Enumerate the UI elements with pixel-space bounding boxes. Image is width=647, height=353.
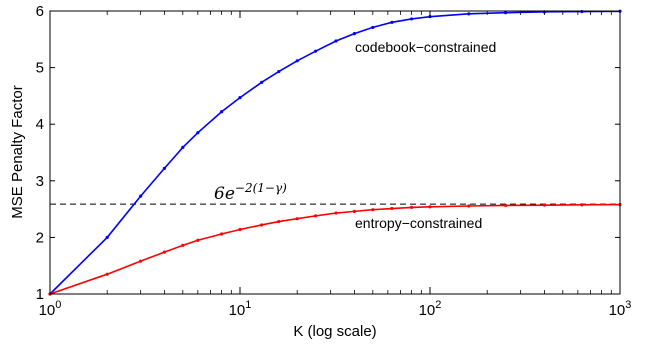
y-tick-label: 4 xyxy=(36,116,44,133)
x-tick-label: 100 xyxy=(39,299,62,319)
series-0-point xyxy=(196,131,200,135)
series-0-point xyxy=(260,80,264,84)
series-0-point xyxy=(352,32,356,36)
x-axis-label: K (log scale) xyxy=(293,323,376,340)
reference-line-layer: 6e−2(1−γ) xyxy=(50,181,620,205)
series-1-point xyxy=(181,243,185,247)
series-0-point xyxy=(504,11,508,15)
plot-area xyxy=(50,11,620,294)
series-1-point xyxy=(371,208,375,212)
plot-frame xyxy=(49,10,621,295)
series-1-point xyxy=(295,217,299,221)
series-1-point xyxy=(277,219,281,224)
series-0-point xyxy=(580,9,584,14)
series-0-point xyxy=(334,39,338,43)
series-1-point xyxy=(504,203,508,208)
series-1-point xyxy=(139,259,143,263)
series-1-point xyxy=(352,209,356,213)
y-tick-label: 6 xyxy=(36,3,44,20)
series-0-point xyxy=(467,12,471,16)
y-tick-label: 2 xyxy=(36,229,44,246)
series-0-point xyxy=(105,235,109,239)
series-1-point xyxy=(162,250,166,254)
series-0-point xyxy=(371,25,375,30)
y-tick-label: 1 xyxy=(36,286,44,303)
series-1-point xyxy=(467,204,471,208)
series-label-layer: codebook−constrained entropy−constrained xyxy=(355,39,496,231)
series-0-point xyxy=(139,194,143,198)
series-0-point xyxy=(238,95,242,100)
x-tick-label: 103 xyxy=(609,299,632,319)
series-1-point xyxy=(219,232,224,236)
series-0-point xyxy=(409,17,414,21)
series-1-point xyxy=(260,223,264,227)
x-tick-label: 101 xyxy=(229,299,252,319)
series-0-point xyxy=(181,145,185,150)
series-0-point xyxy=(390,20,394,24)
series-1-point xyxy=(334,211,338,215)
series-1-point xyxy=(428,205,432,209)
tick-layer: 1 2 3 4 5 6 100 101 102 103 xyxy=(36,3,632,319)
series-1-point xyxy=(196,238,200,242)
series-1-point xyxy=(105,272,109,276)
series-0-point xyxy=(314,49,318,53)
series-1-point xyxy=(580,203,584,207)
series-1-point xyxy=(238,227,242,232)
y-axis-label: MSE Penalty Factor xyxy=(9,85,26,218)
reference-line-label: 6e−2(1−γ) xyxy=(214,181,287,204)
series-0-point xyxy=(295,59,299,63)
y-tick-label: 3 xyxy=(36,173,44,190)
series-0-point xyxy=(219,110,224,114)
series-1-point xyxy=(409,205,414,210)
y-tick-label: 5 xyxy=(36,60,44,77)
series-label-entropy: entropy−constrained xyxy=(355,215,482,231)
series-label-codebook: codebook−constrained xyxy=(355,39,496,55)
series-1-point xyxy=(390,206,394,211)
series-1-point xyxy=(314,214,318,218)
series-1-point xyxy=(542,203,546,207)
series-0-point xyxy=(162,166,166,170)
series-0-point xyxy=(277,69,281,74)
x-tick-label: 102 xyxy=(419,299,442,319)
